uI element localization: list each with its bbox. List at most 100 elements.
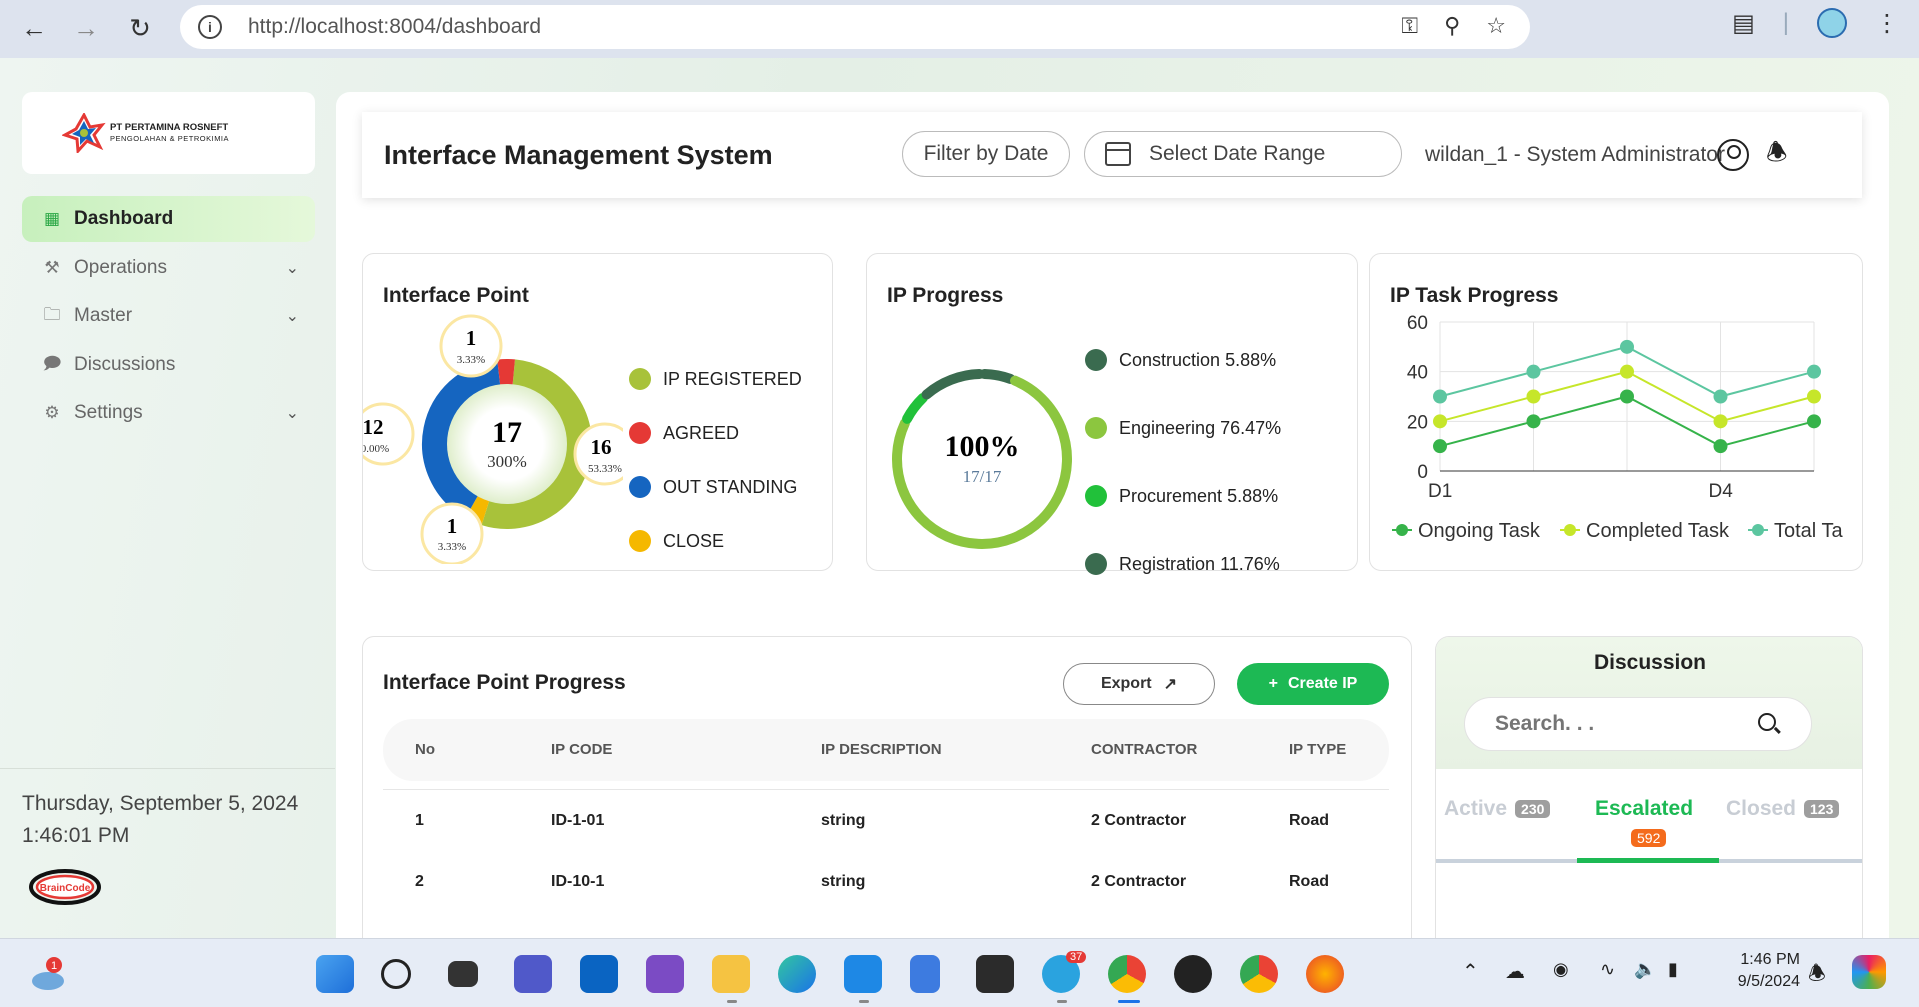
edge-icon[interactable] bbox=[778, 955, 816, 993]
legend-agreed[interactable]: AGREED bbox=[629, 422, 739, 444]
sidebar-item-settings[interactable]: ⚙ Settings ⌄ bbox=[22, 390, 315, 436]
key-icon[interactable]: ⚿ bbox=[1401, 13, 1419, 38]
chrome-icon[interactable] bbox=[1108, 955, 1146, 993]
media-player-icon[interactable] bbox=[1174, 955, 1212, 993]
star-icon[interactable]: ☆ bbox=[1486, 13, 1506, 38]
data-point[interactable] bbox=[1620, 389, 1634, 404]
task-view-icon[interactable] bbox=[448, 961, 478, 987]
table-row[interactable]: 1 ID-1-01 string 2 Contractor Road bbox=[383, 789, 1389, 851]
create-ip-button[interactable]: + Create IP bbox=[1237, 663, 1389, 705]
tab-active[interactable]: Active 230 bbox=[1444, 797, 1551, 821]
legend-procurement[interactable]: Procurement 5.88% bbox=[1085, 485, 1278, 507]
legend-construction[interactable]: Construction 5.88% bbox=[1085, 349, 1276, 371]
data-point[interactable] bbox=[1620, 364, 1634, 379]
notepad-icon[interactable] bbox=[910, 955, 940, 993]
data-point[interactable] bbox=[1807, 414, 1821, 429]
tab-escalated[interactable]: Escalated bbox=[1595, 797, 1693, 821]
back-icon[interactable]: ← bbox=[21, 12, 47, 43]
logo-card[interactable]: PT PERTAMINA ROSNEFT PENGOLAHAN & PETROK… bbox=[22, 92, 315, 174]
url-text[interactable]: http://localhost:8004/dashboard bbox=[248, 15, 542, 38]
zoom-icon[interactable]: ⚲ bbox=[1444, 13, 1461, 38]
column-header[interactable]: No bbox=[415, 741, 435, 758]
export-button[interactable]: Export ↗ bbox=[1063, 663, 1215, 705]
data-point[interactable] bbox=[1433, 439, 1447, 454]
outlook-icon[interactable] bbox=[580, 955, 618, 993]
menu-dots-icon[interactable]: ⋮ bbox=[1875, 9, 1899, 37]
data-point[interactable] bbox=[1807, 389, 1821, 404]
forward-icon[interactable]: → bbox=[73, 12, 99, 43]
data-point[interactable] bbox=[1526, 364, 1541, 379]
system-clock[interactable]: 1:46 PM 9/5/2024 bbox=[1710, 949, 1800, 993]
tab-closed[interactable]: Closed 123 bbox=[1726, 797, 1840, 821]
cloud-icon[interactable]: ☁ bbox=[1505, 961, 1525, 983]
chevron-down-icon[interactable]: ⌄ bbox=[285, 308, 299, 325]
notification-bell-icon[interactable]: 🕭 bbox=[1808, 963, 1826, 985]
chrome-profile-icon[interactable] bbox=[1240, 955, 1278, 993]
windows-start-icon[interactable] bbox=[316, 955, 354, 993]
search-icon[interactable] bbox=[1758, 713, 1776, 731]
column-header[interactable]: IP TYPE bbox=[1289, 741, 1347, 758]
sidebar-item-dashboard[interactable]: ▦ Dashboard bbox=[22, 196, 315, 242]
svg-text:1: 1 bbox=[466, 326, 477, 350]
progress-arc-engineering[interactable] bbox=[892, 375, 1072, 549]
wifi-icon[interactable]: ∿ bbox=[1600, 959, 1616, 979]
chevron-up-icon[interactable]: ⌃ bbox=[1462, 961, 1479, 983]
legend-label: OUT STANDING bbox=[663, 476, 798, 497]
table-row[interactable]: 2 ID-10-1 string 2 Contractor Road bbox=[383, 851, 1389, 913]
data-point[interactable] bbox=[1526, 414, 1541, 429]
security-icon[interactable]: ◉ bbox=[1553, 959, 1569, 979]
profile-avatar[interactable] bbox=[1817, 8, 1847, 38]
chart-legend-item[interactable]: Completed Task bbox=[1560, 520, 1730, 542]
reload-icon[interactable]: ↻ bbox=[129, 12, 151, 43]
date-range-picker[interactable]: Select Date Range bbox=[1084, 131, 1402, 177]
sidebar-item-master[interactable]: 🗀 Master ⌄ bbox=[22, 293, 315, 339]
legend-out-standing[interactable]: OUT STANDING bbox=[629, 476, 797, 498]
svg-text:1: 1 bbox=[51, 960, 57, 972]
firefox-icon[interactable] bbox=[1306, 955, 1344, 993]
data-point[interactable] bbox=[1433, 389, 1447, 404]
vscode-icon[interactable] bbox=[844, 955, 882, 993]
progress-arc-construction[interactable] bbox=[979, 369, 1016, 384]
legend-engineering[interactable]: Engineering 76.47% bbox=[1085, 417, 1281, 439]
data-point[interactable] bbox=[1713, 389, 1728, 404]
data-point[interactable] bbox=[1713, 414, 1728, 429]
column-header[interactable]: CONTRACTOR bbox=[1091, 741, 1198, 758]
teams-icon[interactable] bbox=[514, 955, 552, 993]
tab-label: Closed bbox=[1726, 797, 1797, 820]
column-header[interactable]: IP CODE bbox=[551, 741, 613, 758]
copilot-icon[interactable] bbox=[1852, 955, 1886, 989]
chart-legend-item[interactable]: Total Ta bbox=[1748, 520, 1843, 542]
donut-slice-close[interactable] bbox=[465, 495, 490, 526]
data-point[interactable] bbox=[1807, 364, 1821, 379]
sidebar-item-discussions[interactable]: 🗩 Discussions bbox=[22, 342, 315, 388]
column-header[interactable]: IP DESCRIPTION bbox=[821, 741, 942, 758]
volume-icon[interactable]: 🔈 bbox=[1634, 959, 1657, 979]
chevron-down-icon[interactable]: ⌄ bbox=[285, 260, 299, 277]
chart-legend-item[interactable]: Ongoing Task bbox=[1392, 520, 1541, 542]
legend-close[interactable]: CLOSE bbox=[629, 530, 724, 552]
battery-icon[interactable]: ▮ bbox=[1668, 959, 1678, 979]
donut-slice-out-standing[interactable] bbox=[422, 359, 501, 519]
data-point[interactable] bbox=[1433, 414, 1447, 429]
data-point[interactable] bbox=[1620, 339, 1634, 354]
info-icon[interactable]: i bbox=[198, 15, 222, 39]
address-bar[interactable]: i http://localhost:8004/dashboard ⚿ ⚲ ☆ bbox=[180, 5, 1530, 49]
progress-arc-procurement[interactable] bbox=[902, 392, 928, 424]
user-profile-icon[interactable] bbox=[1717, 139, 1749, 171]
progress-arc-registration[interactable] bbox=[921, 369, 985, 400]
visual-studio-icon[interactable] bbox=[646, 955, 684, 993]
weather-icon[interactable]: 1 bbox=[28, 953, 68, 993]
search-taskbar-icon[interactable] bbox=[381, 959, 411, 989]
sidebar-item-operations[interactable]: ⚒ Operations ⌄ bbox=[22, 245, 315, 291]
file-explorer-icon[interactable] bbox=[712, 955, 750, 993]
legend-ip-registered[interactable]: IP REGISTERED bbox=[629, 368, 802, 390]
discussion-search-input[interactable] bbox=[1464, 697, 1812, 751]
legend-registration[interactable]: Registration 11.76% bbox=[1085, 553, 1280, 575]
data-point[interactable] bbox=[1526, 389, 1541, 404]
bell-icon[interactable]: 🕭 bbox=[1766, 138, 1788, 166]
extensions-icon[interactable]: ▤ bbox=[1732, 9, 1755, 37]
data-point[interactable] bbox=[1713, 439, 1728, 454]
chevron-down-icon[interactable]: ⌄ bbox=[285, 405, 299, 422]
terminal-icon[interactable] bbox=[976, 955, 1014, 993]
filter-by-date-button[interactable]: Filter by Date bbox=[902, 131, 1070, 177]
